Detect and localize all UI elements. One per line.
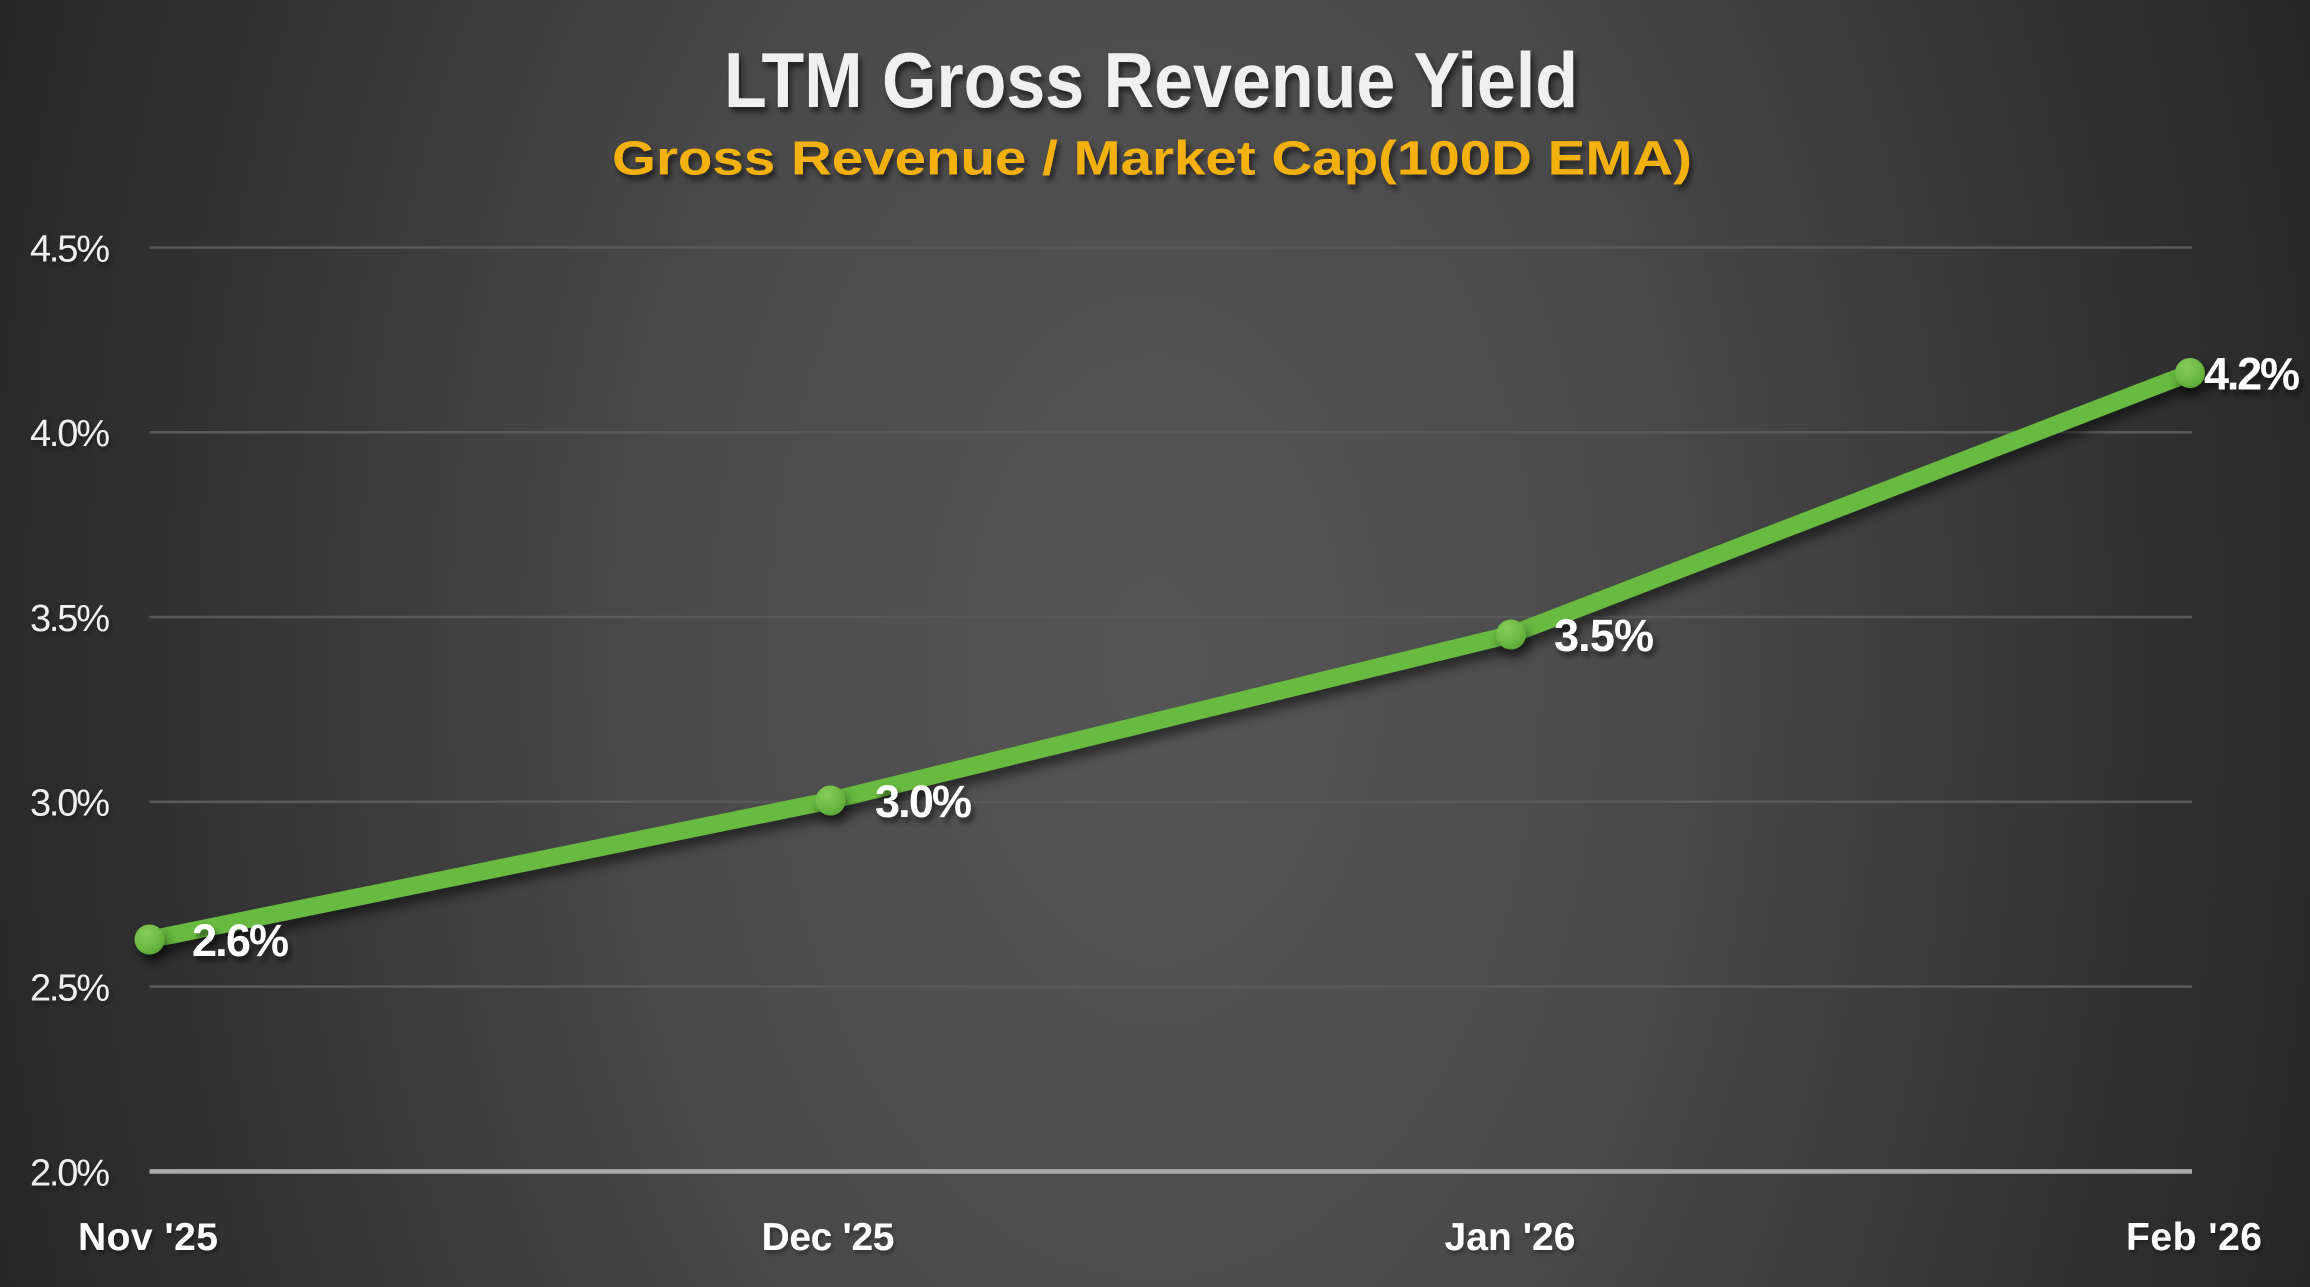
- svg-text:2.0%: 2.0%: [30, 1152, 110, 1194]
- svg-text:4.2%: 4.2%: [2204, 348, 2300, 399]
- svg-text:Nov '25: Nov '25: [78, 1216, 218, 1259]
- svg-text:4.5%: 4.5%: [30, 228, 110, 270]
- svg-text:4.0%: 4.0%: [30, 413, 110, 455]
- svg-text:3.5%: 3.5%: [1554, 610, 1654, 661]
- svg-text:2.5%: 2.5%: [30, 968, 110, 1010]
- svg-text:Gross Revenue / Market Cap(100: Gross Revenue / Market Cap(100D EMA): [612, 132, 1692, 185]
- svg-text:3.0%: 3.0%: [30, 783, 110, 825]
- svg-text:LTM Gross Revenue Yield: LTM Gross Revenue Yield: [724, 36, 1578, 124]
- svg-text:Dec '25: Dec '25: [762, 1216, 895, 1259]
- svg-text:3.0%: 3.0%: [875, 776, 972, 827]
- svg-text:3.5%: 3.5%: [30, 598, 110, 640]
- svg-text:2.6%: 2.6%: [192, 915, 289, 966]
- svg-text:Feb '26: Feb '26: [2126, 1216, 2262, 1259]
- svg-text:Jan '26: Jan '26: [1445, 1216, 1576, 1259]
